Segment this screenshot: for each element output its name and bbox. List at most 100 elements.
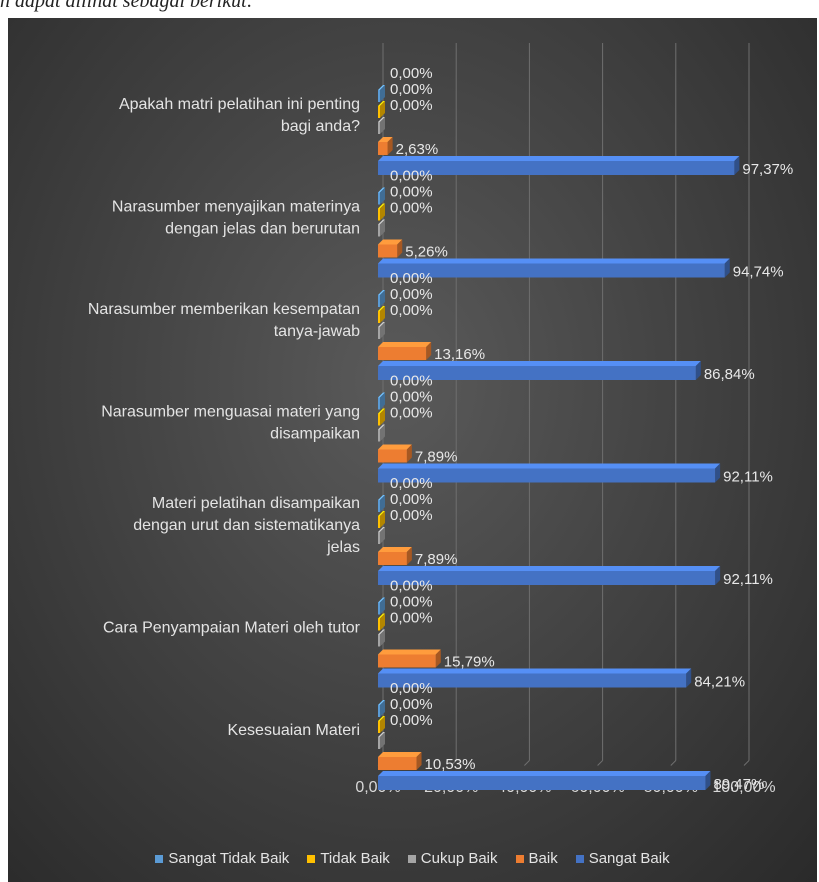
bar-side-face <box>380 511 385 528</box>
bar-side-face <box>380 716 385 733</box>
category-label: tanya-jawab <box>274 323 360 340</box>
gridline-floor <box>670 760 677 766</box>
data-label: 13,16% <box>434 346 485 363</box>
category-label: Kesesuaian Materi <box>227 722 360 739</box>
bar-side-face <box>380 424 385 442</box>
category-label: Apakah matri pelatihan ini penting <box>119 96 360 113</box>
document-caption: n dapat dilihat sebagai berikut: <box>0 0 254 12</box>
bar-side-face <box>380 203 385 221</box>
bar-side-face <box>380 495 385 512</box>
data-label: 0,00% <box>390 610 433 627</box>
data-label: 0,00% <box>390 184 433 201</box>
bar-side-face <box>387 137 393 155</box>
bar-top-face <box>378 700 385 705</box>
bar-cukup-baik <box>378 737 380 749</box>
bar-top-face <box>378 629 385 635</box>
bar-side-face <box>380 117 385 134</box>
data-label: 0,00% <box>390 65 433 82</box>
bar-tidak-baik <box>378 516 380 528</box>
category-label: disampaikan <box>270 426 360 443</box>
bar-top-face <box>378 547 412 552</box>
bar-sangat-tidak-baik <box>378 500 380 512</box>
bar-side-face <box>695 361 701 380</box>
bar-cukup-baik <box>378 532 380 544</box>
data-label: 0,00% <box>390 270 433 287</box>
bar-sangat-baik <box>378 366 696 380</box>
bar-baik <box>378 757 417 770</box>
bar-top-face <box>378 527 385 532</box>
data-label: 84,21% <box>694 674 745 691</box>
category-label: jelas <box>326 539 360 556</box>
bar-tidak-baik <box>378 311 380 323</box>
bar-baik <box>378 347 427 360</box>
bar-side-face <box>380 85 385 102</box>
data-label: 89,47% <box>713 776 764 793</box>
legend-item: Tidak Baik <box>307 850 390 867</box>
bar-top-face <box>378 649 441 655</box>
data-label: 0,00% <box>390 389 433 406</box>
gridline-floor <box>450 760 457 766</box>
bar-top-face <box>378 156 740 161</box>
bar-sangat-baik <box>378 673 687 688</box>
bar-top-face <box>378 101 385 106</box>
bar-top-face <box>378 187 385 193</box>
chart-legend: Sangat Tidak Baik Tidak Baik Cukup Baik Bai… <box>8 850 817 867</box>
category-label: Narasumber menyajikan materinya <box>112 199 360 216</box>
bar-top-face <box>378 752 422 757</box>
bar-baik <box>378 244 398 258</box>
bar-top-face <box>378 322 385 327</box>
bar-side-face <box>380 306 385 323</box>
bar-sangat-tidak-baik <box>378 602 380 615</box>
data-label: 5,26% <box>405 244 448 261</box>
bar-side-face <box>380 101 385 118</box>
bar-sangat-baik <box>378 468 716 483</box>
legend-item: Sangat Baik <box>575 850 670 867</box>
data-label: 92,11% <box>723 469 773 486</box>
bar-sangat-tidak-baik <box>378 295 380 307</box>
bar-tidak-baik <box>378 618 380 631</box>
bar-side-face <box>686 668 692 688</box>
data-label: 0,00% <box>390 578 433 595</box>
bar-top-face <box>378 306 385 311</box>
category-label: Narasumber menguasai materi yang <box>101 404 360 421</box>
bar-sangat-baik <box>378 776 706 790</box>
data-label: 0,00% <box>390 200 433 217</box>
category-label: dengan urut dan sistematikanya <box>133 517 360 534</box>
bar-side-face <box>724 258 730 278</box>
bar-top-face <box>378 771 711 776</box>
bar-side-face <box>380 187 385 205</box>
category-label: dengan jelas dan berurutan <box>165 221 360 238</box>
bar-cukup-baik <box>378 122 380 134</box>
data-label: 0,00% <box>390 81 433 98</box>
x-tick-label: 100,00% <box>712 779 775 796</box>
bar-side-face <box>380 290 385 307</box>
data-label: 0,00% <box>390 680 433 697</box>
bar-sangat-baik <box>378 263 725 278</box>
bar-top-face <box>378 511 385 516</box>
gridline-floor <box>743 760 750 766</box>
bar-side-face <box>435 649 441 668</box>
data-label: 7,89% <box>415 449 458 466</box>
bar-top-face <box>378 444 412 450</box>
bar-top-face <box>378 597 385 603</box>
bar-chart: 0,00%20,00%40,00%60,00%80,00%100,00%Apak… <box>88 43 793 796</box>
bar-top-face <box>378 716 385 721</box>
bar-side-face <box>380 629 385 647</box>
bar-top-face <box>378 219 385 225</box>
bar-tidak-baik <box>378 208 380 221</box>
legend-swatch <box>575 854 584 863</box>
bar-side-face <box>380 322 385 339</box>
data-label: 97,37% <box>742 161 793 178</box>
bar-side-face <box>397 239 403 258</box>
bar-side-face <box>715 463 721 483</box>
bar-side-face <box>380 732 385 749</box>
bar-top-face <box>378 117 385 122</box>
bar-top-face <box>378 668 692 674</box>
bar-top-face <box>378 85 385 90</box>
category-label: bagi anda? <box>281 118 360 135</box>
bar-baik <box>378 142 388 155</box>
bar-tidak-baik <box>378 721 380 733</box>
data-label: 0,00% <box>390 491 433 508</box>
bar-cukup-baik <box>378 327 380 339</box>
bar-side-face <box>426 342 432 360</box>
